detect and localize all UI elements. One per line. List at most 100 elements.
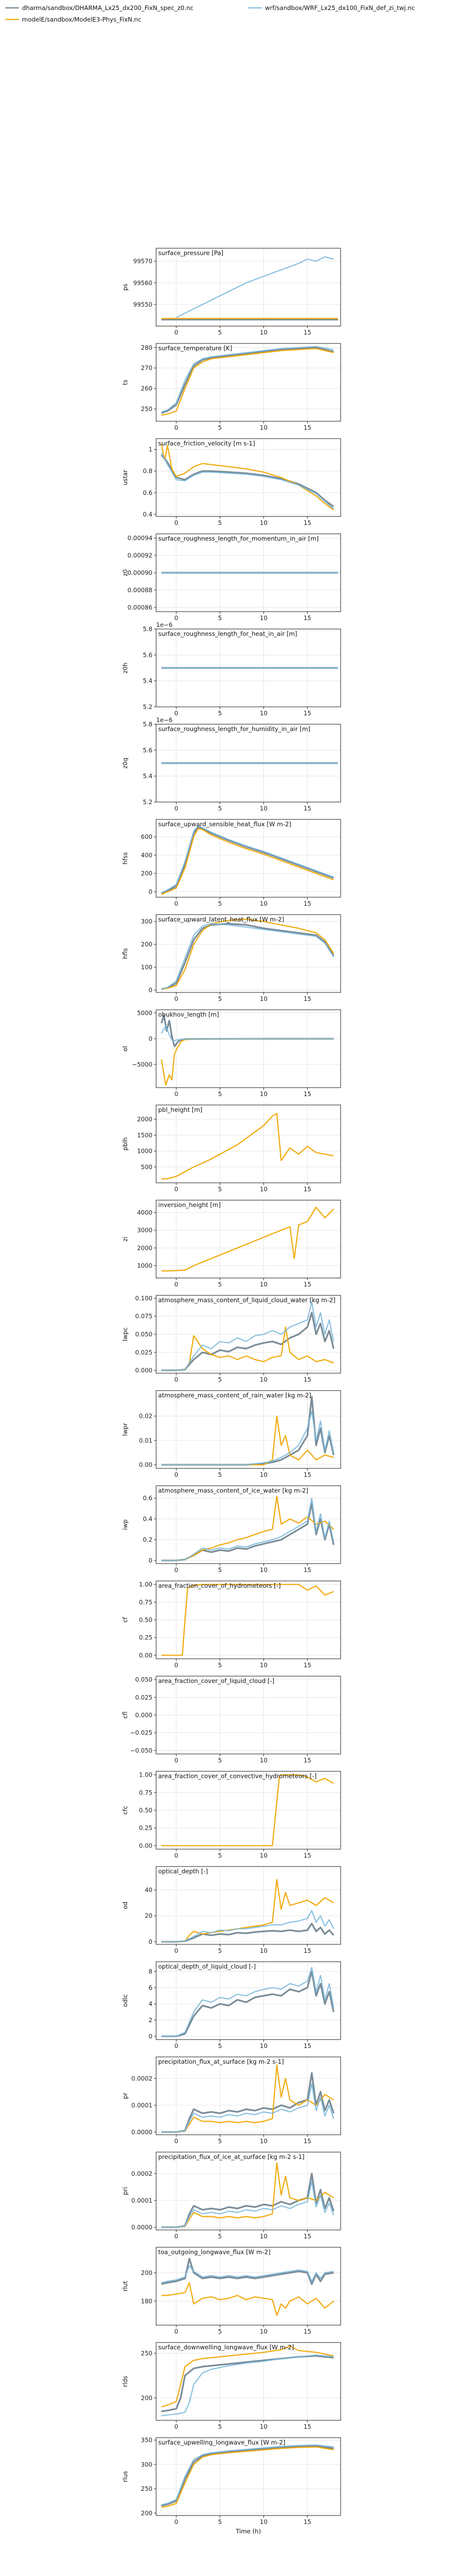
chart-panel-14: 0.00 0.25 0.50 0.75 1.00 0 5 10 15 area_fraction_… [121,1580,341,1669]
ytick-label-13-0: 0 [149,1557,152,1564]
series-line-6-1 [161,828,334,895]
xtick-label-22-2: 10 [260,2423,268,2430]
chart-panel-16: 0.00 0.25 0.50 0.75 1.00 0 5 10 15 area_fraction_… [121,1771,341,1859]
xtick-label-11-2: 10 [260,1376,268,1383]
chart-panel-5: 5.2 5.4 5.6 5.8 0 5 10 15 surface_roughness_leng… [121,716,341,812]
series-line-13-0 [161,1502,335,1561]
series-line-22-0 [161,2355,334,2412]
chart-title-13: atmosphere_mass_content_of_ice_water [kg… [158,1487,308,1494]
ytick-label-21-0: 180 [141,2297,152,2305]
axes-frame-19 [156,2056,341,2135]
series-line-8-1 [160,1038,334,1086]
series-line-2-1 [160,444,334,511]
ytick-label-6-1: 200 [141,870,152,877]
series-line-14-0 [161,1584,334,1656]
ytick-label-8-1: 0 [149,1035,152,1042]
xtick-label-13-0: 0 [175,1566,178,1574]
series-line-11-1 [161,1326,334,1371]
xtick-label-21-2: 10 [260,2328,268,2335]
xtick-label-4-0: 0 [175,709,178,717]
ytick-label-3-4: 0.00094 [127,534,152,542]
series-line-17-2 [161,1910,334,1943]
xtick-label-23-2: 10 [260,2518,268,2526]
legend-item-dharma: dharma/sandbox/DHARMA_Lx25_dx200_FixN_sp… [5,4,193,12]
axes-frame-9 [156,1104,341,1183]
xtick-label-17-1: 5 [218,1947,222,1954]
series-line-21-1 [161,2282,334,2316]
series-line-7-0 [161,922,335,990]
xtick-label-4-3: 15 [303,709,311,717]
ytick-label-3-0: 0.00086 [127,604,152,611]
series-line-20-1 [161,2162,334,2228]
xtick-label-6-3: 15 [303,900,311,907]
chart-title-11: atmosphere_mass_content_of_liquid_cloud_… [158,1296,335,1304]
xtick-label-11-1: 5 [218,1376,222,1383]
ytick-label-11-3: 0.075 [135,1313,152,1320]
axes-frame-18 [156,1961,341,2040]
ytick-label-14-3: 0.75 [139,1598,152,1606]
xtick-label-10-3: 15 [303,1281,311,1288]
xtick-label-6-1: 5 [218,900,222,907]
chart-ylabel-1: ts [121,380,129,386]
xtick-label-3-3: 15 [303,614,311,622]
series-line-7-1 [161,918,334,990]
chart-offset-4: 1e−6 [156,621,172,628]
axes-frame-17 [156,1866,341,1945]
chart-offset-5: 1e−6 [156,716,172,724]
ytick-label-14-0: 0.00 [139,1651,152,1659]
chart-ylabel-11: lwpc [121,1327,129,1341]
ytick-label-12-0: 0.00 [139,1461,152,1468]
chart-ylabel-19: pr [121,2093,129,2099]
chart-ylabel-17: od [121,1902,129,1909]
chart-panel-3: 0.00086 0.00088 0.00090 0.00092 0.00094 0 5 10 1… [121,533,341,622]
ytick-label-11-1: 0.025 [135,1348,152,1356]
ytick-label-8-0: −5000 [132,1061,152,1068]
ytick-label-7-2: 200 [141,941,152,948]
xtick-label-12-2: 10 [260,1471,268,1478]
xtick-label-13-1: 5 [218,1566,222,1574]
xtick-label-20-2: 10 [260,2233,268,2240]
xtick-label-9-2: 10 [260,1185,268,1193]
chart-title-19: precipitation_flux_at_surface [kg m-2 s-… [158,2058,284,2065]
ytick-label-20-2: 0.0002 [131,2170,152,2177]
ytick-label-18-1: 2 [149,2016,152,2024]
ytick-label-6-2: 400 [141,851,152,859]
ytick-label-1-2: 270 [141,364,152,372]
ytick-label-5-2: 5.6 [143,746,152,754]
chart-ylabel-6: hfss [121,852,129,864]
ytick-label-14-1: 0.25 [139,1634,152,1641]
ytick-label-9-0: 500 [141,1163,152,1171]
ytick-label-15-3: 0.025 [135,1693,152,1701]
axes-frame-0 [156,248,341,327]
axes-frame-5 [156,724,341,803]
ytick-label-16-1: 0.25 [139,1824,152,1832]
xtick-label-20-0: 0 [175,2233,178,2240]
xtick-label-7-3: 15 [303,995,311,1002]
ytick-label-22-0: 200 [141,2394,152,2401]
chart-panel-21: 180 200 0 5 10 15 toa_outgoing_longwave_flux [… [121,2247,341,2335]
chart-ylabel-0: ps [121,283,129,290]
chart-panel-4: 5.2 5.4 5.6 5.8 0 5 10 15 surface_roughness_leng… [121,621,341,717]
chart-title-20: precipitation_flux_of_ice_at_surface [kg… [158,2153,304,2161]
xtick-label-15-1: 5 [218,1757,222,1764]
xtick-label-12-0: 0 [175,1471,178,1478]
xtick-label-0-2: 10 [260,329,268,336]
ytick-label-19-0: 0.0000 [131,2128,152,2136]
xtick-label-19-0: 0 [175,2137,178,2145]
axes-frame-4 [156,628,341,707]
ytick-label-9-1: 1000 [137,1148,152,1155]
ytick-label-9-2: 1500 [137,1131,152,1139]
xtick-label-10-1: 5 [218,1281,222,1288]
chart-title-0: surface_pressure [Pa] [158,249,223,257]
chart-title-18: optical_depth_of_liquid_cloud [-] [158,1963,256,1970]
series-line-22-2 [161,2354,334,2417]
xtick-label-2-0: 0 [175,519,178,526]
ytick-label-4-0: 5.2 [143,703,152,711]
xtick-label-21-1: 5 [218,2328,222,2335]
ytick-label-3-1: 0.00088 [127,586,152,594]
chart-panel-18: 0 2 4 6 8 0 5 10 15 optical_depth_of_liquid_cloud… [121,1961,341,2050]
series-line-10-0 [161,1206,334,1272]
series-line-16-0 [161,1774,334,1847]
ytick-label-10-2: 3000 [137,1226,152,1234]
ytick-label-2-0: 0.4 [143,511,152,518]
